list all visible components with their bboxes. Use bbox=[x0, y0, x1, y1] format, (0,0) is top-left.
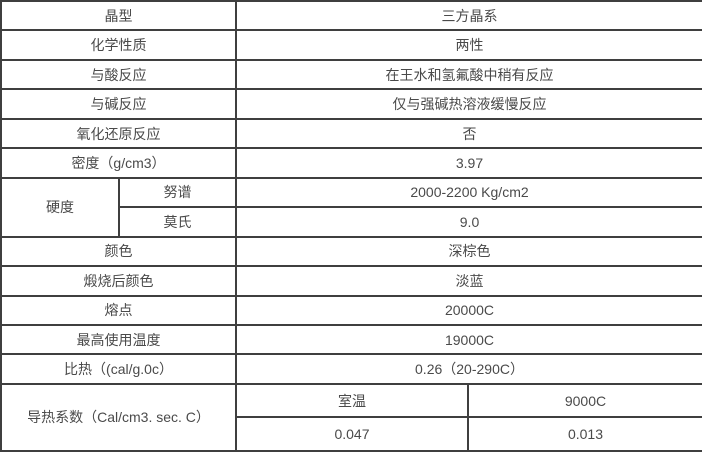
hardness-value-knoop: 2000-2200 Kg/cm2 bbox=[235, 176, 702, 209]
property-label-crystal-form: 晶型 bbox=[0, 0, 237, 32]
property-value-alkali-reaction: 仅与强碱热溶液缓慢反应 bbox=[235, 88, 702, 120]
property-label-specific-heat: 比热（(cal/g.0c） bbox=[0, 353, 237, 385]
thermal-conductivity-condition-room-temp: 室温 bbox=[235, 382, 469, 419]
property-value-crystal-form: 三方晶系 bbox=[235, 0, 702, 32]
table-row: 化学性质 两性 bbox=[0, 29, 702, 61]
property-value-acid-reaction: 在王水和氢氟酸中稍有反应 bbox=[235, 58, 702, 91]
thermal-conductivity-value-room-temp: 0.047 bbox=[235, 416, 469, 452]
table-row: 莫氏 9.0 bbox=[1, 206, 702, 238]
property-label-melting-point: 熔点 bbox=[0, 294, 237, 326]
property-label-color: 颜色 bbox=[0, 235, 237, 268]
table-row: 与酸反应 在王水和氢氟酸中稍有反应 bbox=[0, 58, 702, 91]
table-row: 与碱反应 仅与强碱热溶液缓慢反应 bbox=[0, 88, 702, 120]
hardness-scale-mohs: 莫氏 bbox=[118, 206, 237, 238]
property-value-chemical-nature: 两性 bbox=[235, 29, 702, 61]
property-label-alkali-reaction: 与碱反应 bbox=[0, 88, 237, 120]
property-label-calcined-color: 煅烧后颜色 bbox=[0, 265, 237, 297]
table-row: 最高使用温度 19000C bbox=[0, 323, 702, 356]
table-row: 硬度 努谱 2000-2200 Kg/cm2 bbox=[0, 176, 702, 238]
thermal-conductivity-value-900c: 0.013 bbox=[467, 416, 702, 452]
table-row: 氧化还原反应 否 bbox=[0, 117, 702, 150]
table-row: 比热（(cal/g.0c） 0.26（20-290C） bbox=[0, 353, 702, 385]
table-row: 熔点 20000C bbox=[0, 294, 702, 326]
table-row: 煅烧后颜色 淡蓝 bbox=[0, 265, 702, 297]
property-value-density: 3.97 bbox=[235, 147, 702, 179]
property-value-redox-reaction: 否 bbox=[235, 117, 702, 150]
property-value-color: 深棕色 bbox=[235, 235, 702, 268]
property-value-specific-heat: 0.26（20-290C） bbox=[235, 353, 702, 385]
table-row: 密度（g/cm3） 3.97 bbox=[0, 147, 702, 179]
table-row: 0.047 0.013 bbox=[1, 416, 702, 452]
property-value-max-use-temperature: 19000C bbox=[235, 323, 702, 356]
property-label-hardness: 硬度 bbox=[0, 176, 120, 238]
thermal-conductivity-condition-900c: 9000C bbox=[467, 382, 702, 419]
property-label-density: 密度（g/cm3） bbox=[0, 147, 237, 179]
property-label-chemical-nature: 化学性质 bbox=[0, 29, 237, 61]
table-row: 晶型 三方晶系 bbox=[0, 0, 702, 32]
property-value-melting-point: 20000C bbox=[235, 294, 702, 326]
property-value-calcined-color: 淡蓝 bbox=[235, 265, 702, 297]
property-label-redox-reaction: 氧化还原反应 bbox=[0, 117, 237, 150]
table-row: 导热系数（Cal/cm3. sec. C） 室温 9000C bbox=[0, 382, 702, 452]
hardness-scale-knoop: 努谱 bbox=[118, 176, 237, 209]
property-label-thermal-conductivity: 导热系数（Cal/cm3. sec. C） bbox=[0, 382, 237, 452]
property-label-max-use-temperature: 最高使用温度 bbox=[0, 323, 237, 356]
hardness-value-mohs: 9.0 bbox=[235, 206, 702, 238]
property-label-acid-reaction: 与酸反应 bbox=[0, 58, 237, 91]
table-row: 颜色 深棕色 bbox=[0, 235, 702, 268]
